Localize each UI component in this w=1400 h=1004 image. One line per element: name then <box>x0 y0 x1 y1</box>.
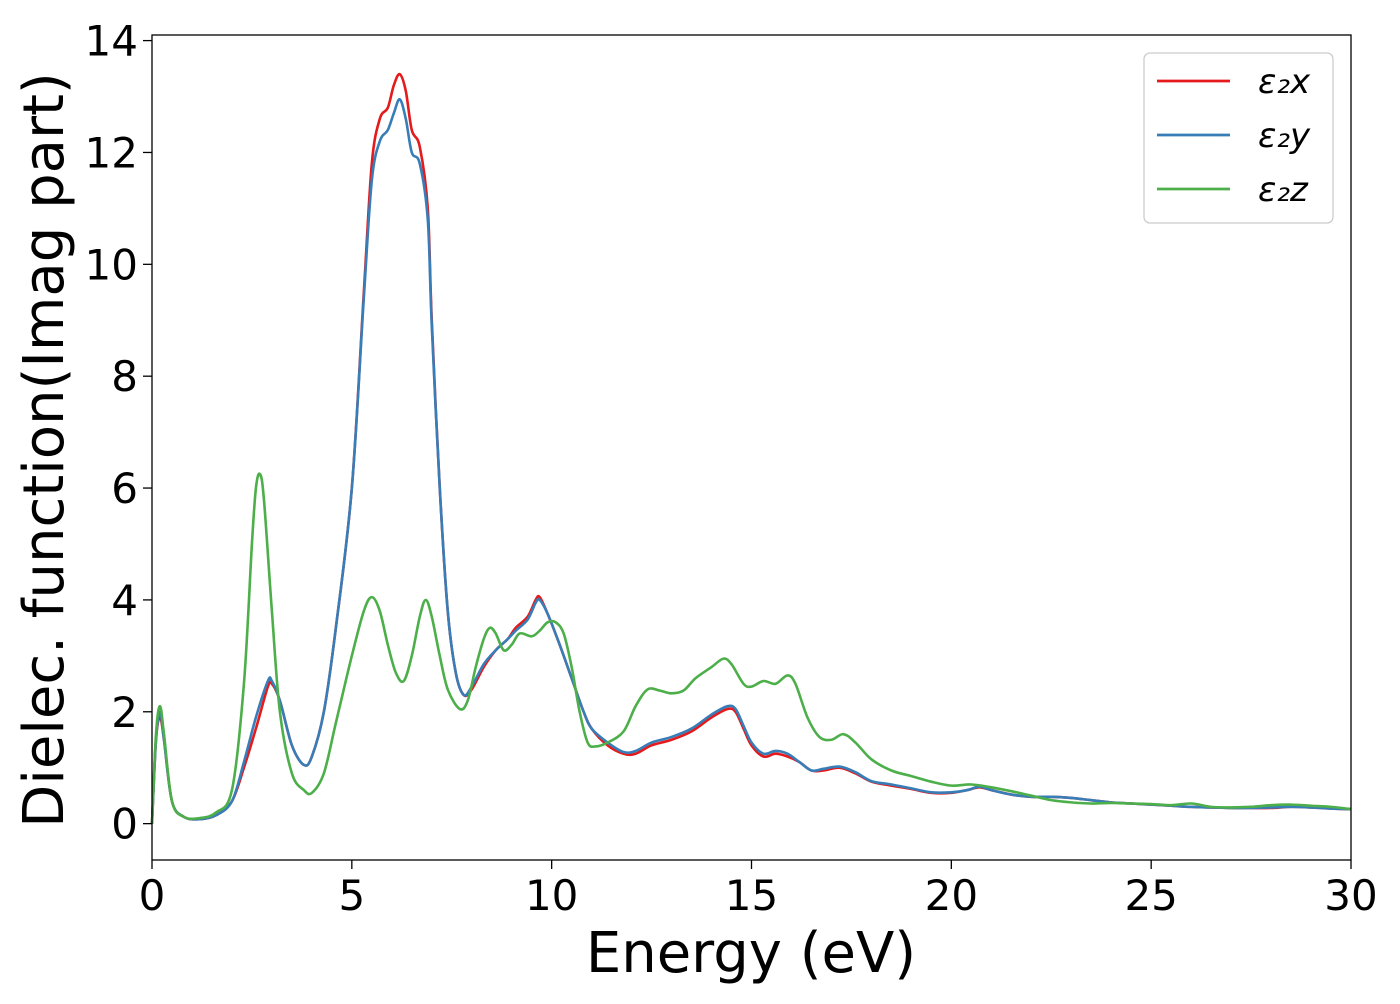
x-tick-label: 0 <box>139 871 166 920</box>
x-tick-label: 5 <box>338 871 365 920</box>
x-tick-label: 30 <box>1324 871 1377 920</box>
legend-box <box>1143 52 1334 224</box>
y-tick-label: 4 <box>111 576 138 625</box>
y-tick-label: 14 <box>85 17 138 66</box>
x-tick-label: 15 <box>725 871 778 920</box>
y-tick-label: 2 <box>111 688 138 737</box>
series-line-3 <box>150 472 1352 824</box>
x-tick-label: 20 <box>925 871 978 920</box>
legend: ε₂x ε₂y ε₂z <box>1143 52 1334 224</box>
x-axis-label: Energy (eV) <box>586 921 916 986</box>
y-tick-label: 6 <box>111 464 138 513</box>
legend-label-1: ε₂x <box>1258 62 1311 102</box>
series-layer <box>150 72 1352 824</box>
x-tick-label: 10 <box>525 871 578 920</box>
legend-label-3: ε₂z <box>1258 170 1309 210</box>
y-tick-label: 8 <box>111 352 138 401</box>
x-tick-label: 25 <box>1124 871 1177 920</box>
y-tick-label: 0 <box>111 800 138 849</box>
legend-entries: ε₂x ε₂y ε₂z <box>1157 62 1311 210</box>
y-tick-label: 10 <box>85 240 138 289</box>
x-axis-ticks: 0 5 10 15 20 25 30 <box>139 860 1378 920</box>
y-tick-label: 12 <box>85 128 138 177</box>
y-axis-label: Dielec. function(Imag part) <box>12 72 77 828</box>
legend-label-2: ε₂y <box>1258 116 1311 156</box>
y-axis-ticks: 0 2 4 6 8 10 12 14 <box>85 17 152 849</box>
